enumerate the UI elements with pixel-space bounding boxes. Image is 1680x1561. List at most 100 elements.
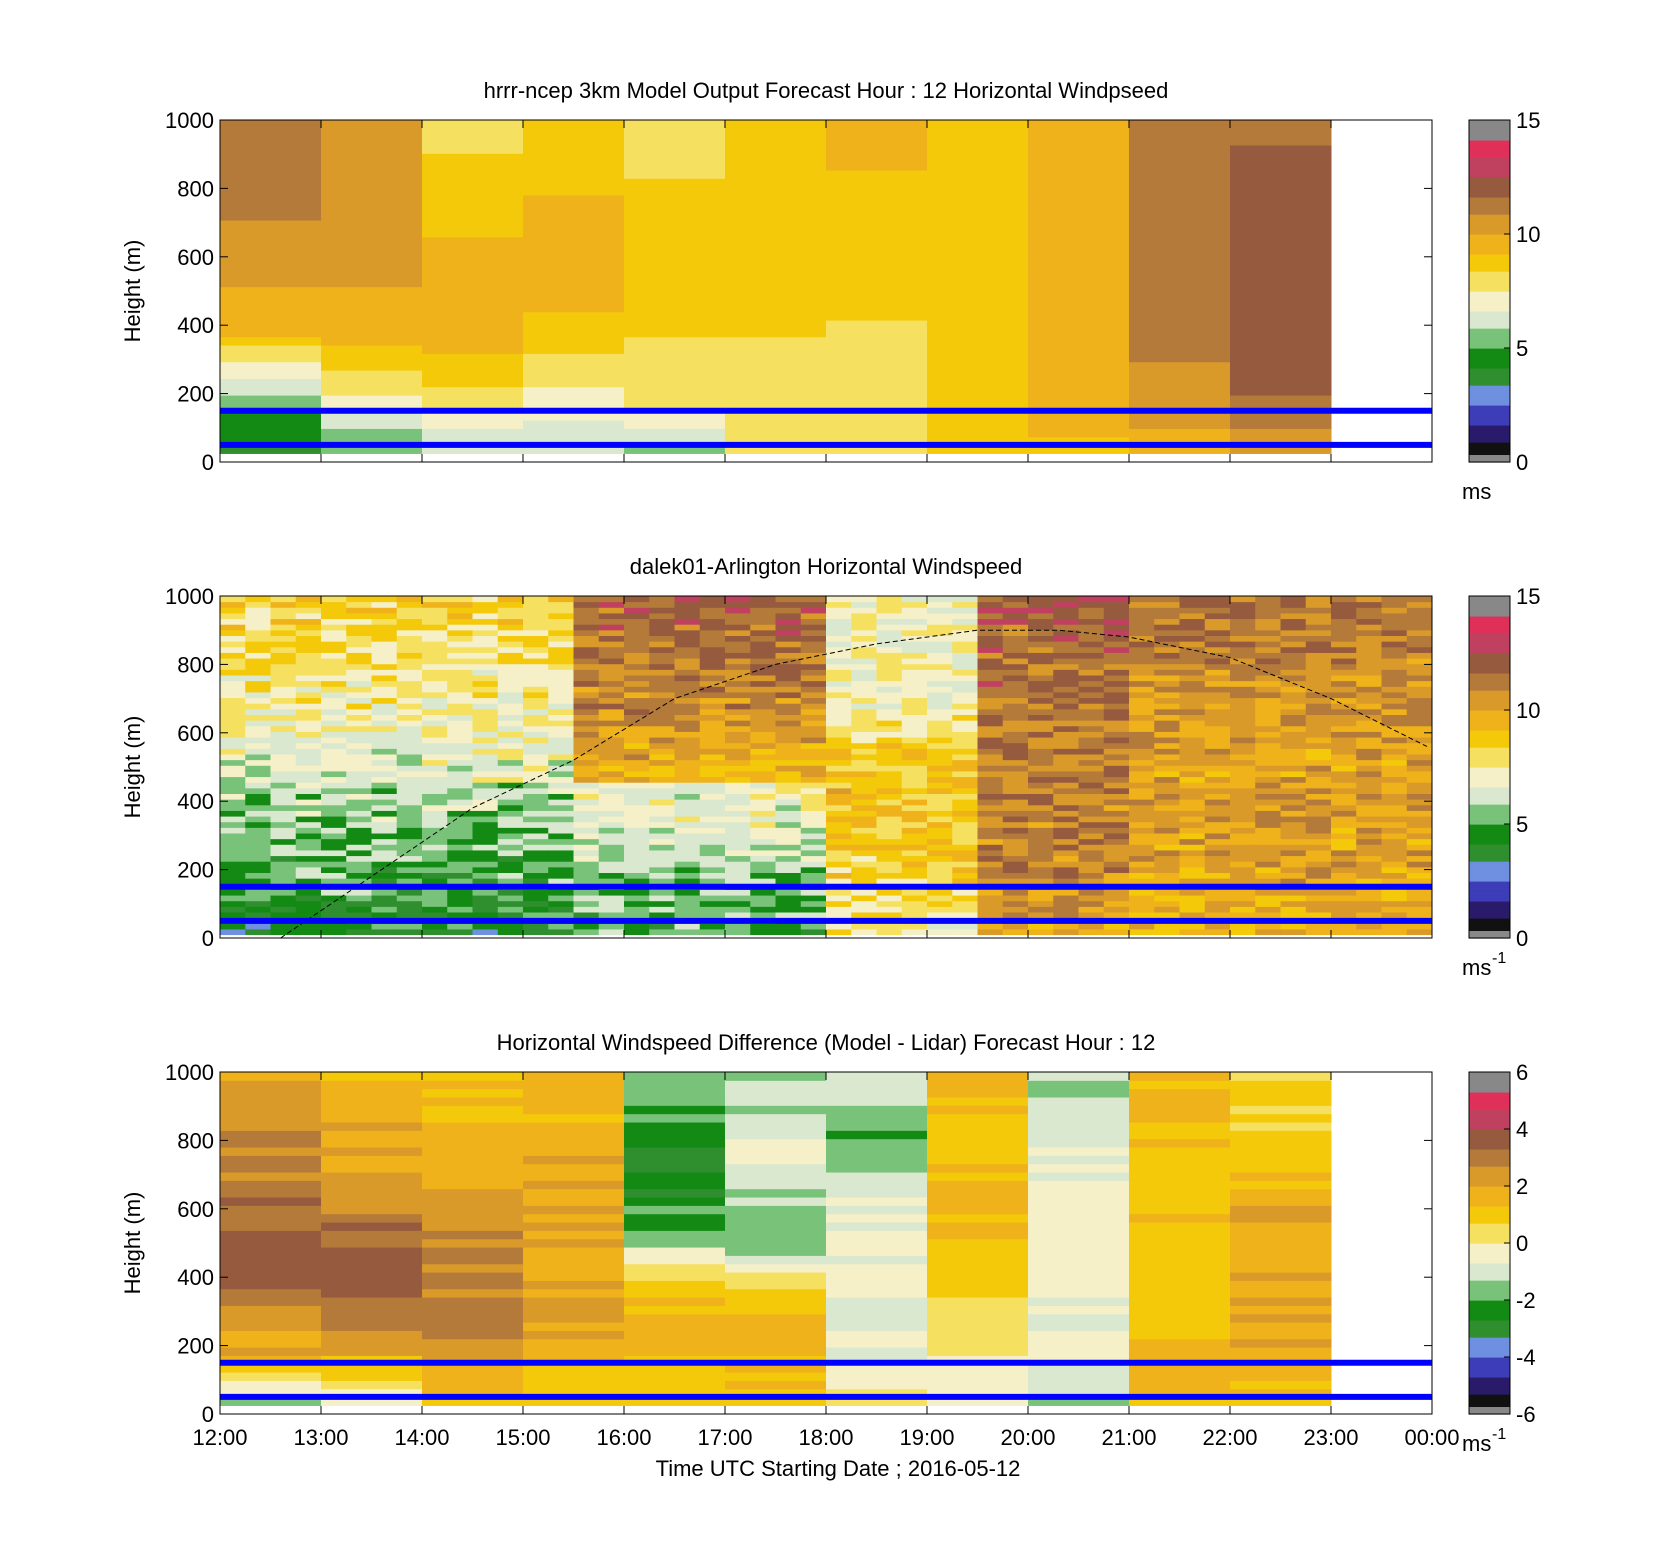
heatmap-cell	[1255, 900, 1281, 907]
heatmap-cell	[1230, 320, 1332, 329]
colorbar-segment	[1469, 171, 1510, 175]
heatmap-cell	[1053, 872, 1079, 879]
heatmap-cell	[826, 1097, 928, 1106]
heatmap-cell	[624, 1113, 726, 1123]
heatmap-cell	[1331, 624, 1357, 631]
heatmap-cell	[396, 861, 423, 868]
heatmap-cell	[1053, 799, 1079, 806]
heatmap-cell	[1103, 810, 1130, 817]
heatmap-cell	[725, 1097, 827, 1106]
heatmap-cell	[523, 361, 625, 371]
heatmap-cell	[952, 680, 978, 687]
heatmap-cell	[472, 680, 499, 687]
heatmap-cell	[826, 211, 928, 221]
heatmap-cell	[346, 646, 372, 653]
heatmap-cell	[649, 776, 675, 783]
heatmap-cell	[497, 833, 524, 840]
heatmap-cell	[927, 1180, 1029, 1190]
heatmap-cell	[573, 618, 600, 625]
heatmap-cell	[1053, 838, 1079, 845]
heatmap-cell	[447, 737, 473, 744]
heatmap-cell	[624, 827, 650, 834]
heatmap-cell	[800, 912, 827, 919]
heatmap-cell	[220, 378, 322, 388]
heatmap-cell	[649, 804, 675, 811]
heatmap-cell	[220, 311, 322, 321]
colorbar-segment	[1469, 1194, 1510, 1198]
heatmap-cell	[876, 708, 903, 716]
heatmap-cell	[523, 1097, 625, 1106]
heatmap-cell	[1331, 782, 1357, 789]
heatmap-cell	[977, 793, 1004, 800]
heatmap-cell	[1002, 787, 1029, 795]
heatmap-cell	[1154, 703, 1180, 710]
heatmap-cell	[422, 635, 448, 642]
heatmap-cell	[826, 428, 928, 438]
heatmap-cell	[952, 787, 978, 795]
heatmap-cell	[497, 596, 524, 603]
heatmap-cell	[624, 1097, 726, 1106]
heatmap-cell	[1204, 748, 1231, 755]
heatmap-cell	[1204, 872, 1231, 879]
heatmap-cell	[270, 669, 297, 676]
heatmap-cell	[826, 1338, 928, 1348]
colorbar-segment	[1469, 296, 1510, 301]
heatmap-cell	[523, 872, 549, 879]
colorbar-segment	[1469, 772, 1510, 777]
heatmap-cell	[725, 1222, 827, 1231]
heatmap-cell	[750, 782, 776, 789]
heatmap-cell	[1053, 866, 1079, 874]
heatmap-cell	[649, 889, 675, 896]
heatmap-cell	[523, 286, 625, 296]
colorbar-segment	[1469, 1351, 1510, 1355]
heatmap-cell	[1103, 804, 1130, 811]
heatmap-cell	[1406, 827, 1432, 834]
colorbar-segment	[1469, 1365, 1510, 1369]
heatmap-cell	[1154, 759, 1180, 766]
heatmap-cell	[725, 1313, 827, 1323]
heatmap-cell	[1103, 612, 1130, 620]
heatmap-cell	[245, 686, 271, 693]
heatmap-cell	[346, 596, 372, 603]
heatmap-cell	[1230, 691, 1256, 699]
colorbar-segment	[1469, 735, 1510, 740]
heatmap-cell	[1204, 861, 1231, 868]
heatmap-cell	[321, 1230, 423, 1240]
colorbar-segment	[1469, 1305, 1510, 1310]
heatmap-cell	[977, 923, 1004, 930]
heatmap-cell	[598, 759, 625, 766]
heatmap-cell	[826, 663, 852, 670]
heatmap-cell	[422, 895, 448, 902]
heatmap-cell	[725, 912, 751, 919]
heatmap-cell	[1053, 725, 1079, 732]
heatmap-cell	[523, 1272, 625, 1281]
heatmap-cell	[851, 708, 877, 716]
colorbar-segment	[1469, 610, 1510, 614]
heatmap-cell	[927, 1338, 1029, 1348]
heatmap-cell	[1002, 675, 1029, 682]
heatmap-cell	[750, 861, 776, 868]
heatmap-cell	[952, 816, 978, 823]
heatmap-cell	[573, 765, 600, 772]
heatmap-cell	[270, 928, 297, 936]
colorbar-segment	[1469, 801, 1510, 805]
heatmap-cell	[876, 652, 903, 659]
heatmap-cell	[371, 912, 398, 919]
heatmap-cell	[523, 816, 549, 823]
heatmap-cell	[750, 629, 776, 637]
heatmap-cell	[270, 641, 297, 648]
heatmap-cell	[1204, 833, 1231, 840]
heatmap-cell	[1230, 607, 1256, 614]
heatmap-cell	[826, 646, 852, 653]
colorbar-segment	[1469, 1314, 1510, 1318]
heatmap-cell	[725, 353, 827, 363]
heatmap-cell	[1305, 742, 1332, 749]
heatmap-cell	[1078, 663, 1105, 670]
heatmap-cell	[1053, 782, 1079, 789]
heatmap-cell	[447, 731, 473, 738]
heatmap-cell	[497, 861, 524, 868]
heatmap-cell	[826, 686, 852, 693]
heatmap-cell	[371, 697, 398, 704]
heatmap-cell	[220, 680, 246, 687]
heatmap-cell	[1028, 629, 1054, 637]
